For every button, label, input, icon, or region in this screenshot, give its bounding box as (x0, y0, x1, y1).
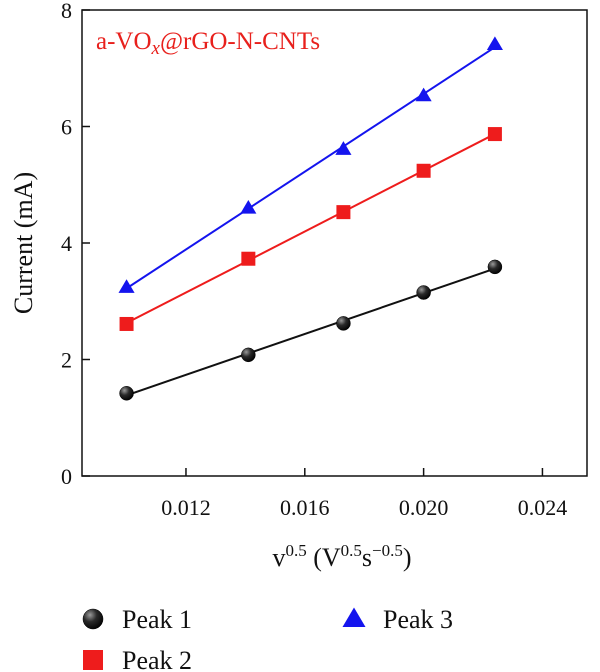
point-peak-2 (241, 251, 256, 266)
fit-line-peak-3 (126, 46, 496, 290)
data-points (118, 36, 503, 401)
point-peak-2 (119, 316, 134, 331)
point-peak-3 (118, 279, 135, 293)
x-axis-title: v0.5 (V0.5s−0.5) (272, 541, 411, 572)
point-peak-2 (336, 205, 351, 220)
chart-annotation: a-VOx@rGO-N-CNTs (96, 28, 320, 59)
point-peak-1 (119, 386, 134, 401)
point-peak-1 (487, 259, 503, 275)
point-peak-3 (486, 36, 503, 51)
x-tick-label: 0.024 (518, 495, 568, 520)
point-peak-1 (416, 285, 431, 300)
y-tick-label: 0 (61, 464, 72, 489)
y-tick-label: 8 (61, 0, 72, 23)
point-peak-1 (241, 347, 256, 363)
y-tick-label: 4 (61, 231, 72, 256)
legend: Peak 1 Peak 2 Peak 3 (82, 605, 453, 672)
legend-marker-peak-2 (83, 650, 103, 670)
legend-marker-peak-1 (82, 608, 104, 630)
y-tick-label: 2 (61, 348, 72, 373)
x-axis: 0.012 0.016 0.020 0.024 (161, 468, 567, 520)
point-peak-3 (240, 200, 257, 214)
point-peak-1 (336, 316, 351, 331)
point-peak-2 (416, 163, 431, 178)
legend-label-peak-1: Peak 1 (122, 605, 192, 634)
plot-frame (81, 9, 588, 477)
y-axis-title: Current (mA) (9, 172, 38, 314)
x-tick-label: 0.016 (280, 495, 330, 520)
y-tick-label: 6 (61, 115, 72, 140)
legend-marker-peak-3 (342, 607, 366, 628)
fit-lines (126, 46, 496, 397)
fit-line-peak-2 (126, 133, 496, 324)
point-peak-3 (335, 141, 352, 155)
legend-label-peak-3: Peak 3 (383, 605, 453, 634)
point-peak-2 (487, 127, 502, 142)
point-peak-3 (415, 87, 432, 102)
x-tick-label: 0.012 (161, 495, 211, 520)
legend-label-peak-2: Peak 2 (122, 646, 192, 672)
fit-line-peak-1 (126, 267, 496, 397)
y-axis: 0 2 4 6 8 (61, 0, 90, 489)
x-tick-label: 0.020 (399, 495, 449, 520)
